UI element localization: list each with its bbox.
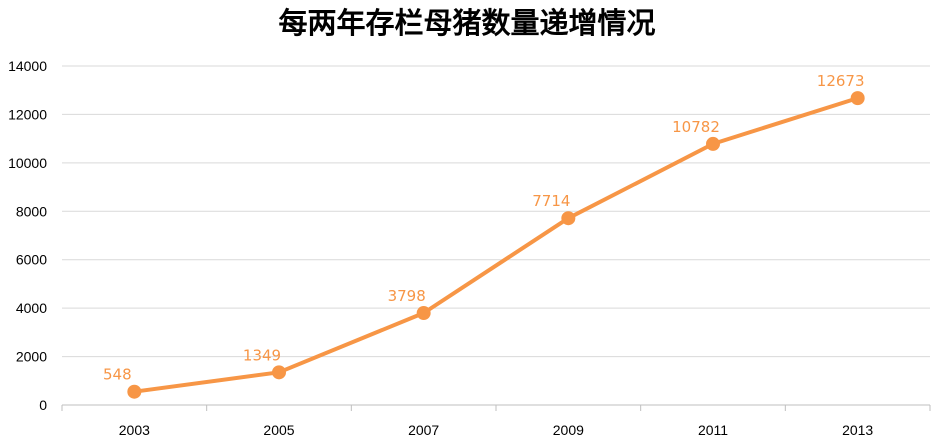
data-point-2007: [416, 306, 431, 321]
gridlines: [62, 65, 930, 358]
data-label-2003: 548: [103, 366, 132, 384]
x-tick-label: 2003: [119, 422, 150, 438]
x-tick-label: 2005: [263, 422, 294, 438]
x-tick-label: 2013: [842, 422, 873, 438]
x-axis: 2003 2005 2007 2009 2011 2013: [61, 404, 931, 438]
x-tick-label: 2009: [553, 422, 584, 438]
chart-title: 每两年存栏母猪数量递增情况: [278, 6, 655, 40]
y-tick-label: 2000: [16, 349, 47, 365]
data-point-2005: [272, 365, 286, 380]
series-line: [132, 96, 860, 394]
data-point-2013: [850, 91, 865, 106]
data-point-2009: [561, 211, 576, 226]
y-tick-label: 14000: [8, 58, 47, 74]
y-tick-label: 8000: [16, 203, 47, 219]
y-tick-label: 0: [39, 397, 47, 413]
y-tick-label: 10000: [8, 155, 47, 171]
data-label-2013: 12673: [817, 72, 865, 90]
y-tick-label: 6000: [16, 252, 47, 268]
data-label-2011: 10782: [672, 118, 720, 136]
data-labels: 548 1349 3798 7714 10782 12673: [103, 72, 865, 384]
series-line-group: [127, 91, 865, 399]
y-tick-label: 12000: [8, 106, 47, 122]
data-point-2003: [127, 384, 142, 399]
y-tick-label: 4000: [16, 300, 47, 316]
x-tick-label: 2007: [408, 422, 439, 438]
data-point-2011: [706, 136, 720, 151]
data-label-2005: 1349: [243, 346, 281, 364]
x-tick-label: 2011: [698, 422, 728, 438]
y-axis: 0 2000 4000 6000 8000 10000 12000 14000: [8, 58, 47, 413]
data-label-2009: 7714: [532, 192, 570, 210]
data-label-2007: 3798: [388, 287, 426, 305]
